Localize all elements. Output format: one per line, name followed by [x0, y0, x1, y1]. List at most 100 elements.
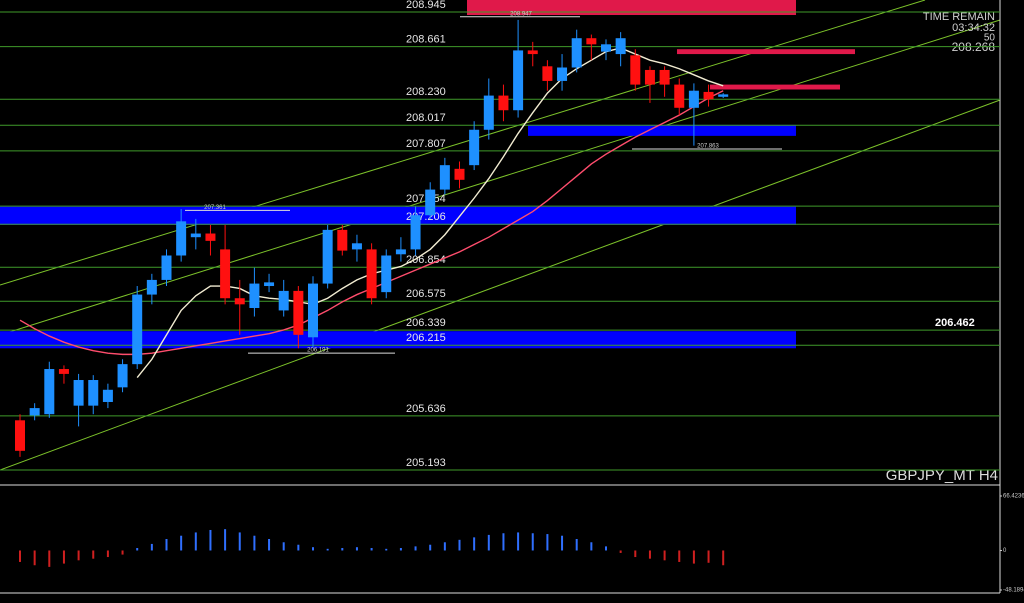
- candle-body: [102, 389, 113, 402]
- histogram-bar: [165, 538, 168, 551]
- histogram-bar: [561, 535, 564, 551]
- candle-body: [469, 129, 480, 166]
- level-label: 208.661: [406, 34, 446, 46]
- candle-body: [15, 420, 25, 451]
- zone: [528, 124, 796, 136]
- level-label: 206.215: [406, 332, 446, 344]
- histogram-bar: [282, 542, 285, 551]
- candle-body: [44, 369, 55, 415]
- candle-body: [542, 66, 553, 81]
- candle-body: [308, 283, 318, 338]
- level-label: 205.636: [406, 403, 446, 415]
- histogram-bar: [678, 550, 681, 562]
- candle-body: [381, 255, 392, 293]
- candle-body: [132, 294, 143, 365]
- candle-body: [644, 69, 655, 85]
- trend-line: [0, 0, 926, 286]
- histogram-bar: [297, 544, 300, 551]
- level-label: 208.230: [406, 86, 446, 98]
- candle-body: [615, 38, 626, 55]
- zone: [467, 0, 796, 16]
- level-label: 206.575: [406, 288, 446, 300]
- candle-body: [366, 249, 377, 299]
- histogram-bar: [575, 538, 578, 551]
- extreme-label: 206.191: [307, 348, 329, 354]
- histogram-bar: [502, 533, 505, 551]
- candle-body: [586, 38, 597, 45]
- candle-body: [249, 283, 260, 308]
- histogram-bar: [180, 535, 183, 551]
- candle-body: [557, 67, 568, 81]
- histogram-bar: [722, 550, 725, 566]
- histogram-bar: [268, 538, 271, 551]
- histogram-bar: [355, 547, 358, 551]
- candle-body: [703, 91, 714, 100]
- extreme-label: 207.361: [204, 205, 226, 211]
- histogram-bar: [590, 542, 593, 551]
- candle-body: [395, 249, 406, 255]
- candle-body: [73, 380, 84, 406]
- histogram-bar: [399, 548, 402, 551]
- histogram-bar: [634, 550, 637, 558]
- time-remain-label: TIME REMAIN: [923, 11, 995, 23]
- candle-body: [410, 215, 421, 250]
- zone: [677, 49, 855, 55]
- candle-body: [176, 221, 187, 256]
- candle-body: [659, 69, 670, 85]
- level-label: 208.017: [406, 112, 446, 124]
- histogram-bar: [326, 548, 329, 551]
- candle-body: [234, 298, 245, 305]
- histogram-bar: [150, 543, 153, 551]
- histogram-bar: [473, 537, 476, 551]
- zone: [0, 206, 796, 225]
- histogram-bar: [663, 550, 666, 561]
- histogram-bar: [692, 550, 695, 564]
- candle-body: [29, 408, 40, 416]
- y-tick-label: -48.1894: [1003, 588, 1024, 594]
- candle-body: [88, 380, 99, 406]
- candle-body: [161, 255, 172, 280]
- histogram-bar: [648, 550, 651, 559]
- histogram-bar: [487, 534, 490, 551]
- candle-body: [264, 282, 275, 287]
- candle-body: [630, 55, 641, 85]
- histogram-bar: [224, 529, 227, 551]
- histogram-bar: [253, 535, 256, 551]
- histogram-bar: [619, 550, 622, 553]
- candle-body: [513, 50, 524, 111]
- candle-body: [674, 84, 685, 108]
- alert-level: 206.462: [935, 317, 975, 329]
- candle-body: [483, 95, 494, 130]
- histogram-bar: [92, 550, 95, 559]
- histogram-bar: [48, 550, 51, 567]
- candle-body: [58, 369, 69, 374]
- candle-body: [190, 233, 201, 238]
- trend-line: [0, 99, 1001, 471]
- histogram-bar: [414, 546, 417, 551]
- spread: 50: [984, 33, 996, 44]
- candle-body: [278, 290, 289, 311]
- time-remain: 03:34:32: [952, 22, 995, 34]
- histogram-bar: [194, 532, 197, 551]
- histogram-bar: [443, 542, 446, 551]
- histogram-bar: [312, 547, 314, 551]
- histogram-bar: [370, 548, 373, 551]
- histogram-bar: [19, 550, 21, 562]
- zone: [710, 84, 840, 90]
- level-label: 205.193: [406, 457, 446, 469]
- histogram-bar: [77, 550, 80, 561]
- histogram-bar: [429, 544, 432, 551]
- candle-body: [220, 249, 231, 299]
- candle-body: [293, 290, 304, 335]
- candle-body: [454, 168, 465, 180]
- histogram-bar: [136, 548, 139, 551]
- level-label: 207.807: [406, 138, 446, 150]
- histogram-bar: [238, 532, 241, 551]
- histogram-bar: [209, 529, 212, 551]
- histogram-bar: [458, 539, 461, 551]
- candle-body: [337, 229, 348, 251]
- candle-body: [718, 94, 729, 97]
- extreme-label: 207.863: [697, 144, 719, 150]
